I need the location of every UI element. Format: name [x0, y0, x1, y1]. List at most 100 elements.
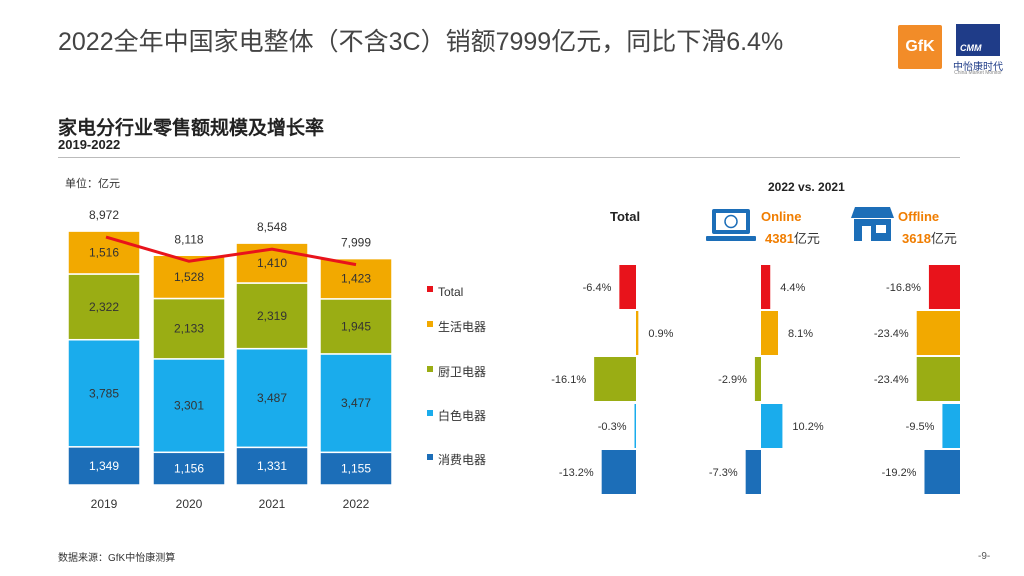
total-label: 8,548: [257, 220, 287, 234]
segment-label: 1,349: [89, 459, 119, 473]
growth-bar: [916, 357, 960, 401]
growth-label: 10.2%: [792, 421, 823, 433]
growth-label: -2.9%: [718, 374, 747, 386]
bar-segment: [152, 451, 226, 486]
source-text: 数据来源：GfK中怡康测算: [58, 553, 176, 564]
growth-bar: [745, 450, 761, 494]
growth-bar: [928, 265, 960, 309]
legend-label: 消费电器: [438, 453, 486, 467]
bar-segment: [67, 230, 141, 275]
online-value-unit: 亿元: [794, 231, 820, 246]
page-title: 2022全年中国家电整体（不含3C）销额7999亿元，同比下滑6.4%: [58, 28, 784, 56]
growth-bar: [761, 404, 783, 448]
segment-label: 1,156: [174, 462, 204, 476]
growth-bar: [761, 265, 771, 309]
online-value: 4381亿元: [765, 231, 820, 246]
growth-label: -16.1%: [551, 374, 586, 386]
growth-label: -19.2%: [882, 467, 917, 479]
growth-bar: [761, 311, 779, 355]
offline-header: Offline: [898, 209, 939, 224]
bar-segment: [152, 297, 226, 360]
bar-segment: [235, 242, 309, 284]
page-number: -9-: [978, 551, 991, 562]
cmm-logo: CMM 中怡康时代 China Market Monitor: [950, 24, 1006, 76]
segment-label: 3,487: [257, 391, 287, 405]
legend-swatch: [427, 286, 433, 292]
bar-segment: [152, 254, 226, 300]
section-title: 家电分行业零售额规模及增长率: [58, 118, 325, 139]
growth-bar: [924, 450, 960, 494]
growth-label: -16.8%: [886, 282, 921, 294]
bar-segment: [235, 446, 309, 486]
bar-segment: [235, 347, 309, 449]
legend-label: Total: [438, 285, 463, 299]
offline-value-unit: 亿元: [931, 231, 957, 246]
online-value-number: 4381: [765, 231, 794, 246]
growth-bar: [594, 357, 636, 401]
growth-label: -0.3%: [598, 421, 627, 433]
bar-segment: [152, 358, 226, 454]
growth-bar: [636, 311, 639, 355]
segment-label: 1,945: [341, 319, 371, 333]
bar-segment: [67, 338, 141, 448]
growth-bar: [619, 265, 636, 309]
offline-value: 3618亿元: [902, 231, 957, 246]
legend-label: 厨卫电器: [438, 365, 486, 379]
growth-label: -6.4%: [583, 282, 612, 294]
segment-label: 2,322: [89, 300, 119, 314]
segment-label: 3,301: [174, 399, 204, 413]
globe-icon: [724, 214, 738, 229]
store-icon-window: [876, 225, 886, 233]
x-tick-label: 2022: [343, 497, 370, 511]
bar-segment: [67, 273, 141, 341]
online-icon-base: [706, 236, 756, 241]
compare-title: 2022 vs. 2021: [768, 180, 845, 194]
growth-label: 4.4%: [780, 282, 805, 294]
segment-label: 3,477: [341, 396, 371, 410]
segment-label: 1,516: [89, 246, 119, 260]
total-label: 8,118: [174, 232, 203, 246]
growth-label: -13.2%: [559, 467, 594, 479]
growth-label: -9.5%: [906, 421, 935, 433]
segment-label: 2,319: [257, 309, 287, 323]
legend-label: 生活电器: [438, 320, 486, 334]
bar-segment: [235, 282, 309, 350]
bar-segment: [319, 298, 393, 355]
legend-swatch: [427, 366, 433, 372]
x-tick-label: 2021: [259, 497, 286, 511]
legend-swatch: [427, 321, 433, 327]
x-tick-label: 2020: [176, 497, 203, 511]
segment-label: 1,528: [174, 270, 204, 284]
legend-swatch: [427, 454, 433, 460]
bar-segment: [67, 446, 141, 486]
divider: [58, 157, 960, 158]
store-icon-door: [862, 226, 871, 241]
legend-label: 白色电器: [438, 408, 486, 423]
bar-segment: [319, 353, 393, 454]
legend-swatch: [427, 410, 433, 416]
total-line: [105, 235, 357, 267]
growth-bar: [916, 311, 960, 355]
growth-label: 0.9%: [648, 328, 673, 340]
growth-bar: [754, 357, 761, 401]
total-label: 7,999: [341, 236, 371, 250]
growth-label: -23.4%: [874, 374, 909, 386]
x-tick-label: 2019: [91, 497, 118, 511]
total-label: 8,972: [89, 208, 119, 222]
online-header: Online: [761, 209, 801, 224]
growth-label: 8.1%: [788, 328, 813, 340]
bar-segment: [319, 257, 393, 300]
growth-label: -23.4%: [874, 328, 909, 340]
segment-label: 1,155: [341, 462, 371, 476]
offline-value-number: 3618: [902, 231, 931, 246]
segment-label: 1,410: [257, 256, 287, 270]
growth-bar: [601, 450, 636, 494]
growth-bar: [942, 404, 960, 448]
segment-label: 1,423: [341, 272, 371, 286]
store-icon: [851, 207, 894, 218]
segment-label: 2,133: [174, 322, 204, 336]
growth-label: -7.3%: [709, 467, 738, 479]
gfk-logo: GfK: [898, 25, 942, 69]
section-subtitle: 2019-2022: [58, 137, 121, 152]
